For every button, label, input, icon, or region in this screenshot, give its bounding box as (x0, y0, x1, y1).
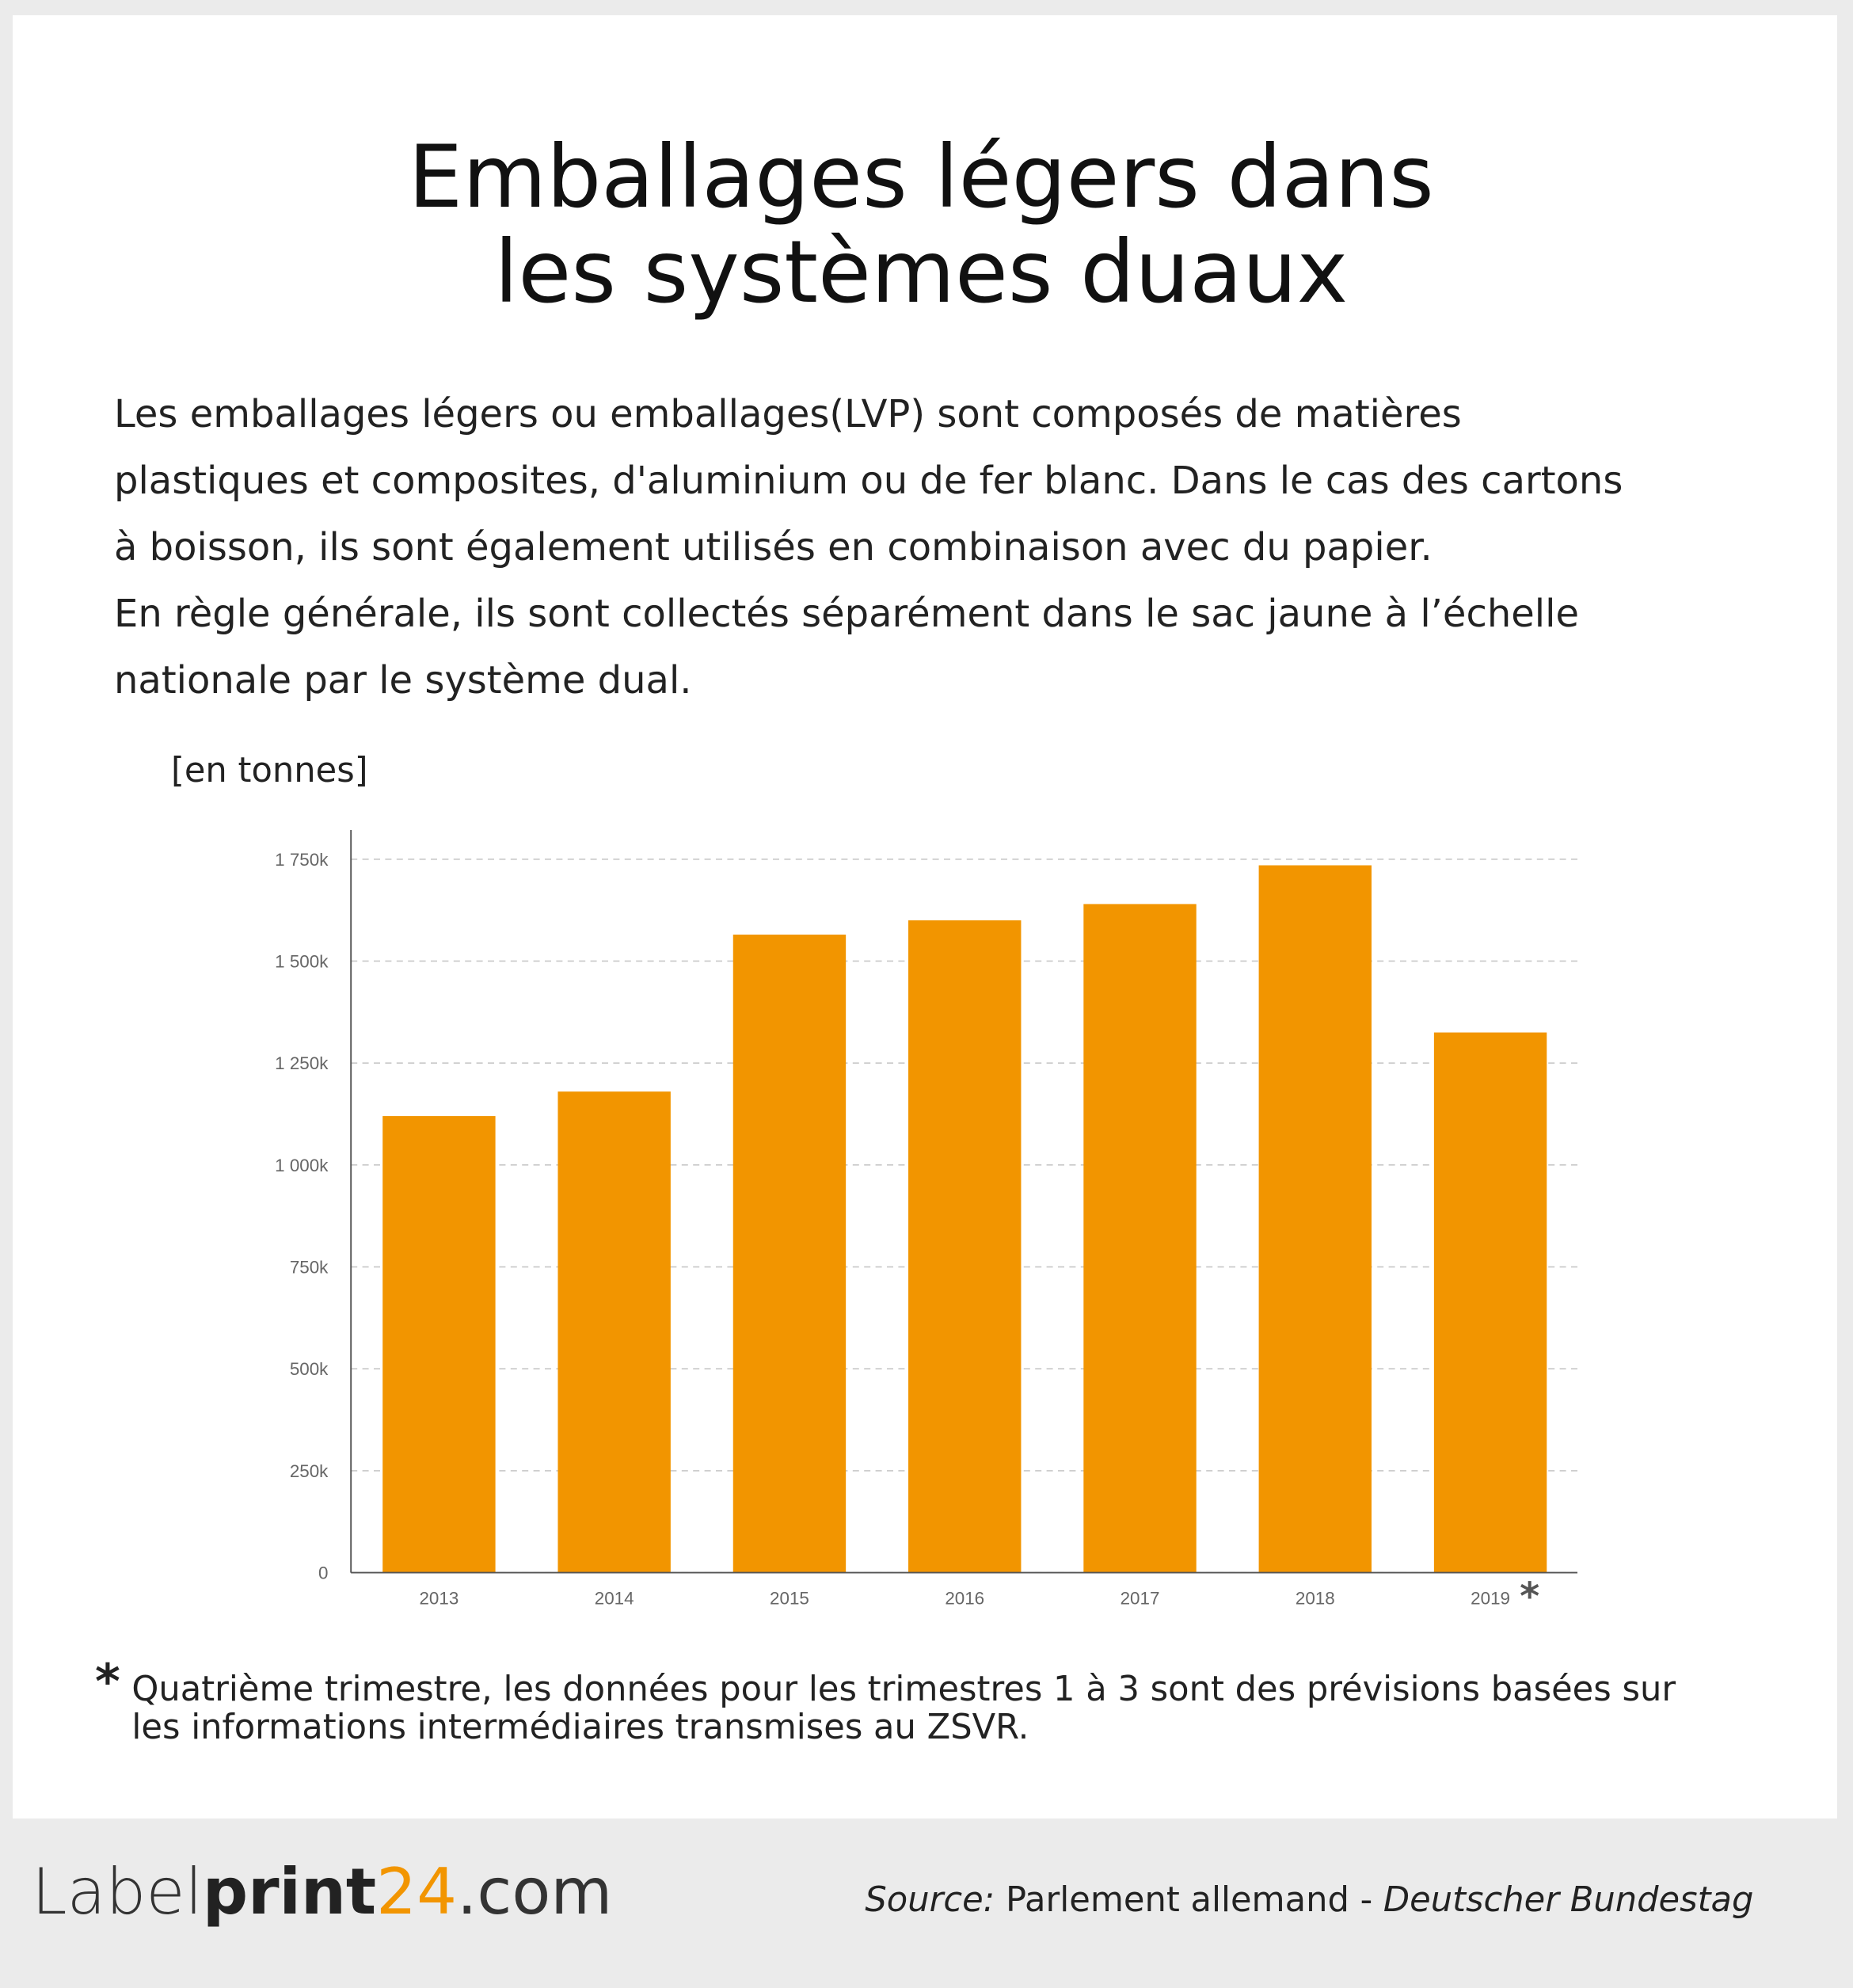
description-line: Les emballages légers ou emballages(LVP)… (114, 392, 1462, 436)
y-tick-label: 750k (290, 1258, 329, 1278)
y-tick-label: 1 500k (275, 951, 329, 971)
x-tick-label: 2013 (419, 1589, 458, 1609)
y-tick-label: 500k (290, 1359, 329, 1379)
y-axis-label: [en tonnes] (171, 751, 368, 790)
title-line: les systèmes duaux (494, 222, 1348, 322)
bar (382, 1116, 496, 1573)
bar (1083, 904, 1197, 1573)
source-label: Source: (865, 1880, 995, 1920)
footnote-line: Quatrième trimestre, les données pour le… (131, 1670, 1676, 1709)
y-tick-label: 250k (290, 1461, 329, 1481)
x-tick-label: 2014 (595, 1589, 634, 1609)
logo: Labelprint24.com (32, 1855, 612, 1929)
logo-part: Label (32, 1855, 203, 1929)
logo-part: 24 (376, 1855, 457, 1929)
x-tick-label: 2015 (770, 1589, 809, 1609)
bar (1433, 1032, 1547, 1573)
description-line: plastiques et composites, d'aluminium ou… (114, 459, 1623, 503)
logo-part: .com (457, 1855, 612, 1929)
annotation: * (1520, 1575, 1539, 1619)
footnote-marker: * (95, 1655, 120, 1710)
x-tick-label: 2019 (1471, 1589, 1510, 1609)
description: Les emballages légers ou emballages(LVP)… (114, 392, 1623, 703)
title-line: Emballages légers dans (409, 127, 1434, 227)
logo-part: print (203, 1855, 376, 1929)
y-tick-label: 1 750k (275, 850, 329, 870)
footnote-line: les informations intermédiaires transmis… (131, 1708, 1029, 1747)
bar (557, 1091, 671, 1573)
source: Source: Parlement allemand - Deutscher B… (865, 1880, 1753, 1920)
source-text: Parlement allemand - (1006, 1880, 1372, 1920)
description-line: à boisson, ils sont également utilisés e… (114, 525, 1433, 569)
y-tick-label: 0 (318, 1563, 328, 1583)
bar (732, 935, 847, 1573)
x-tick-label: 2016 (945, 1589, 984, 1609)
x-tick-label: 2018 (1296, 1589, 1335, 1609)
plot: 0 250k 500k 750k 1 000k 1 250k 1 500k 1 750k 201… (275, 850, 1577, 1619)
source-italic: Deutscher Bundestag (1383, 1880, 1753, 1920)
bar (908, 920, 1022, 1573)
description-line: En règle générale, ils sont collectés sé… (114, 592, 1579, 636)
bar (1258, 865, 1372, 1573)
x-tick-label: 2017 (1121, 1589, 1160, 1609)
y-tick-label: 1 000k (275, 1156, 329, 1175)
description-line: nationale par le système dual. (114, 658, 692, 703)
y-tick-label: 1 250k (275, 1053, 329, 1073)
